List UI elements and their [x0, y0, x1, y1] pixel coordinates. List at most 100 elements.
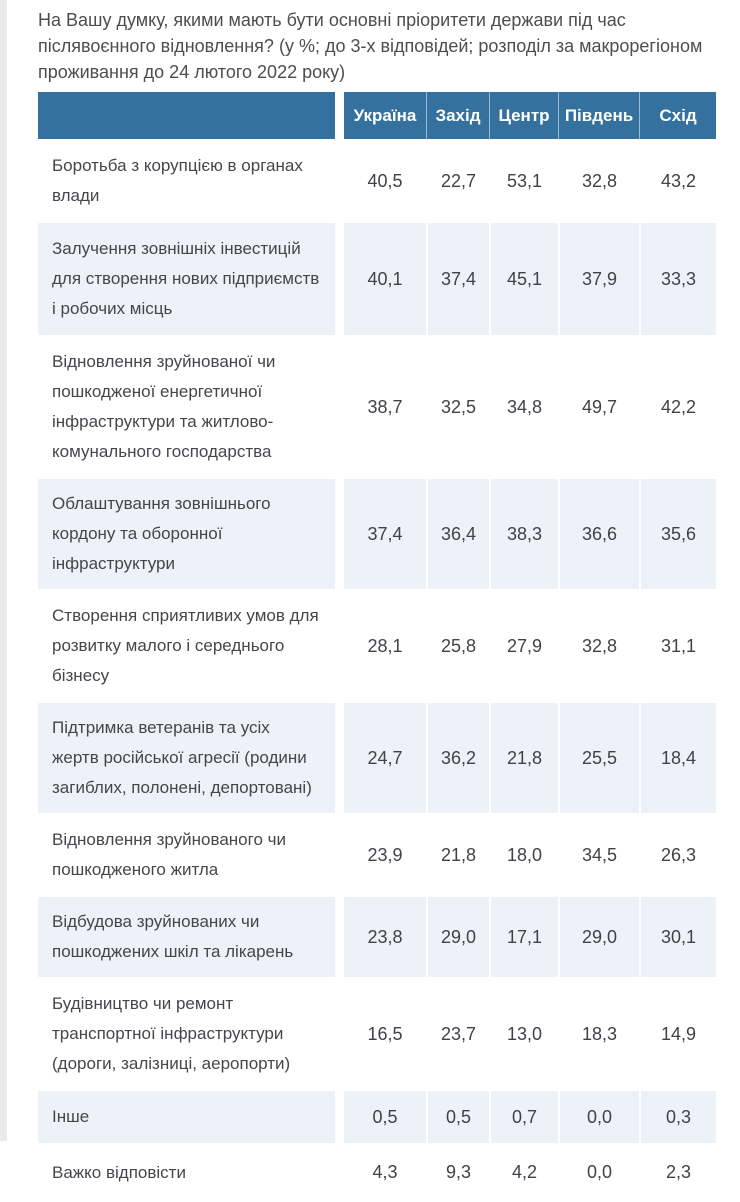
column-gap: [335, 223, 344, 335]
cell-value: 27,9: [489, 591, 558, 701]
cell-value: 35,6: [639, 479, 716, 589]
cell-value: 37,9: [558, 223, 639, 335]
cell-value: 34,5: [558, 815, 639, 895]
priorities-table: Україна Захід Центр Південь Схід Боротьб…: [38, 92, 716, 1200]
cell-value: 53,1: [489, 141, 558, 221]
column-header-skhid: Схід: [639, 92, 716, 139]
cell-value: 37,4: [426, 223, 489, 335]
column-gap: [335, 979, 344, 1089]
cell-value: 30,1: [639, 897, 716, 977]
cell-value: 38,7: [367, 396, 403, 417]
cell-value: 32,5: [426, 337, 489, 477]
column-gap: [335, 479, 344, 589]
cell-value: 4,2: [489, 1145, 558, 1200]
header-empty-cell: [38, 92, 335, 139]
cell-value: 9,3: [426, 1145, 489, 1200]
cell-value: 18,0: [489, 815, 558, 895]
table-row: Відбудова зруйнованих чи пошкоджених шкі…: [38, 897, 716, 977]
cell-value: 40,5: [367, 170, 403, 191]
cell-value: 13,0: [489, 979, 558, 1089]
column-header-pivden: Південь: [558, 92, 639, 139]
table-row: Підтримка ветеранів та усіх жертв російс…: [38, 703, 716, 813]
table-row: Важко відповісти 4,3 9,3 4,2 0,0 2,3: [38, 1145, 716, 1200]
cell-value: 18,4: [639, 703, 716, 813]
column-gap: [335, 337, 344, 477]
cell-value: 16,5: [367, 1023, 403, 1044]
table-row: Будівництво чи ремонт транспортної інфра…: [38, 979, 716, 1089]
cell-value: 23,9: [367, 844, 403, 865]
row-label: Відбудова зруйнованих чи пошкоджених шкі…: [38, 897, 335, 977]
cell-value: 25,5: [558, 703, 639, 813]
cell-value: 26,3: [639, 815, 716, 895]
page-left-border: [0, 0, 7, 1141]
table-row: Створення сприятливих умов для розвитку …: [38, 591, 716, 701]
column-gap: [335, 92, 344, 139]
cell-value: 0,5: [426, 1091, 489, 1143]
cell-value: 32,8: [558, 591, 639, 701]
row-label: Інше: [38, 1091, 335, 1143]
cell-value: 29,0: [426, 897, 489, 977]
table-row: Відновлення зруйнованого чи пошкодженого…: [38, 815, 716, 895]
cell-value: 34,8: [489, 337, 558, 477]
row-label: Створення сприятливих умов для розвитку …: [52, 606, 319, 685]
cell-value: 40,1: [344, 223, 426, 335]
table-row: Відновлення зруйнованої чи пошкодженої е…: [38, 337, 716, 477]
column-gap: [335, 1145, 344, 1200]
cell-value: 24,7: [344, 703, 426, 813]
cell-value: 38,3: [489, 479, 558, 589]
cell-value: 37,4: [344, 479, 426, 589]
row-label: Облаштування зовнішнього кордону та обор…: [38, 479, 335, 589]
column-gap: [335, 815, 344, 895]
table-row: Боротьба з корупцією в органах влади 40,…: [38, 141, 716, 221]
cell-value: 0,0: [558, 1145, 639, 1200]
table-row: Інше 0,5 0,5 0,7 0,0 0,3: [38, 1091, 716, 1143]
cell-value: 0,3: [639, 1091, 716, 1143]
column-header-tsentr: Центр: [489, 92, 558, 139]
cell-value: 36,2: [426, 703, 489, 813]
column-gap: [335, 703, 344, 813]
cell-value: 18,3: [558, 979, 639, 1089]
row-label: Важко відповісти: [52, 1162, 186, 1182]
column-header-ukraina: Україна: [344, 92, 426, 139]
column-gap: [335, 897, 344, 977]
cell-value: 29,0: [558, 897, 639, 977]
table-row: Залучення зовнішніх інвестицій для створ…: [38, 223, 716, 335]
row-label: Будівництво чи ремонт транспортної інфра…: [52, 994, 291, 1073]
cell-value: 25,8: [426, 591, 489, 701]
column-gap: [335, 591, 344, 701]
question-title: На Вашу думку, якими мають бути основні …: [38, 10, 703, 82]
cell-value: 21,8: [426, 815, 489, 895]
cell-value: 31,1: [639, 591, 716, 701]
column-header-zakhid: Захід: [426, 92, 489, 139]
column-gap: [335, 1091, 344, 1143]
row-label: Підтримка ветеранів та усіх жертв російс…: [38, 703, 335, 813]
row-label: Боротьба з корупцією в органах влади: [52, 156, 303, 205]
table-row: Облаштування зовнішнього кордону та обор…: [38, 479, 716, 589]
column-gap: [335, 141, 344, 221]
cell-value: 36,6: [558, 479, 639, 589]
cell-value: 0,0: [558, 1091, 639, 1143]
cell-value: 0,5: [344, 1091, 426, 1143]
row-label: Залучення зовнішніх інвестицій для створ…: [38, 223, 335, 335]
survey-results-page: На Вашу думку, якими мають бути основні …: [38, 0, 716, 1202]
cell-value: 45,1: [489, 223, 558, 335]
cell-value: 23,8: [344, 897, 426, 977]
cell-value: 0,7: [489, 1091, 558, 1143]
cell-value: 42,2: [639, 337, 716, 477]
cell-value: 21,8: [489, 703, 558, 813]
cell-value: 14,9: [639, 979, 716, 1089]
cell-value: 22,7: [426, 141, 489, 221]
cell-value: 28,1: [367, 635, 403, 656]
cell-value: 43,2: [639, 141, 716, 221]
cell-value: 2,3: [639, 1145, 716, 1200]
row-label: Відновлення зруйнованої чи пошкодженої е…: [52, 352, 276, 461]
row-label: Відновлення зруйнованого чи пошкодженого…: [52, 830, 286, 879]
cell-value: 33,3: [639, 223, 716, 335]
cell-value: 49,7: [558, 337, 639, 477]
cell-value: 4,3: [372, 1162, 398, 1182]
cell-value: 36,4: [426, 479, 489, 589]
cell-value: 23,7: [426, 979, 489, 1089]
cell-value: 17,1: [489, 897, 558, 977]
table-header-row: Україна Захід Центр Південь Схід: [38, 92, 716, 139]
cell-value: 32,8: [558, 141, 639, 221]
